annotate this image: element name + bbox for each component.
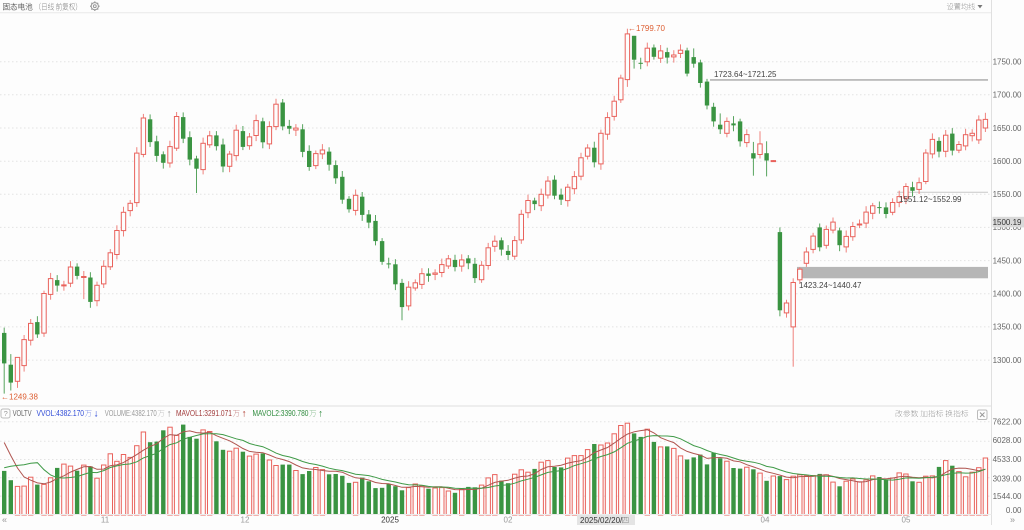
svg-text:?: ? <box>4 409 8 418</box>
svg-text:1650.00: 1650.00 <box>993 124 1022 133</box>
svg-text:↓: ↓ <box>94 409 99 420</box>
svg-text:4533.00: 4533.00 <box>993 455 1022 464</box>
svg-text:←1249.38: ←1249.38 <box>1 393 38 402</box>
svg-text:1500.19: 1500.19 <box>993 218 1022 227</box>
svg-text:VVOL:4382.170: VVOL:4382.170 <box>37 409 85 418</box>
svg-text:7622.00: 7622.00 <box>993 418 1022 427</box>
svg-text:1423.24~1440.47: 1423.24~1440.47 <box>799 281 862 290</box>
svg-text:1350.00: 1350.00 <box>993 323 1022 332</box>
svg-text:05: 05 <box>902 516 911 525</box>
svg-text:1600.00: 1600.00 <box>993 157 1022 166</box>
svg-text:11: 11 <box>101 516 110 525</box>
svg-text:VOLTV: VOLTV <box>13 409 32 418</box>
svg-text:MAVOL1:3291.071: MAVOL1:3291.071 <box>176 409 232 418</box>
svg-text:«: « <box>2 515 7 525</box>
svg-text:6028.00: 6028.00 <box>993 436 1022 445</box>
svg-text:1544.00: 1544.00 <box>993 492 1022 501</box>
svg-text:04: 04 <box>761 516 770 525</box>
svg-text:»: » <box>1010 515 1015 525</box>
svg-text:1300.00: 1300.00 <box>993 356 1022 365</box>
svg-text:2025/02/20/: 2025/02/20/ <box>580 516 623 525</box>
svg-text:↑: ↑ <box>242 409 247 420</box>
svg-text:MAVOL2:3390.780: MAVOL2:3390.780 <box>253 409 309 418</box>
svg-text:VOLUME:4382.170: VOLUME:4382.170 <box>105 409 157 418</box>
svg-text:←1799.70: ←1799.70 <box>628 24 665 33</box>
svg-text:1700.00: 1700.00 <box>993 91 1022 100</box>
svg-text:↑: ↑ <box>167 409 172 420</box>
svg-text:1750.00: 1750.00 <box>993 58 1022 67</box>
svg-text:1550.00: 1550.00 <box>993 190 1022 199</box>
svg-text:0.00: 0.00 <box>1006 506 1022 515</box>
svg-text:02: 02 <box>504 516 513 525</box>
svg-text:3039.00: 3039.00 <box>993 474 1022 483</box>
svg-text:↑: ↑ <box>318 409 323 420</box>
svg-text:1551.12~1552.99: 1551.12~1552.99 <box>899 195 962 204</box>
svg-text:1450.00: 1450.00 <box>993 256 1022 265</box>
svg-text:1723.64~1721.25: 1723.64~1721.25 <box>714 70 777 79</box>
svg-text:2025: 2025 <box>381 516 399 525</box>
svg-text:12: 12 <box>241 516 250 525</box>
svg-text:1400.00: 1400.00 <box>993 290 1022 299</box>
